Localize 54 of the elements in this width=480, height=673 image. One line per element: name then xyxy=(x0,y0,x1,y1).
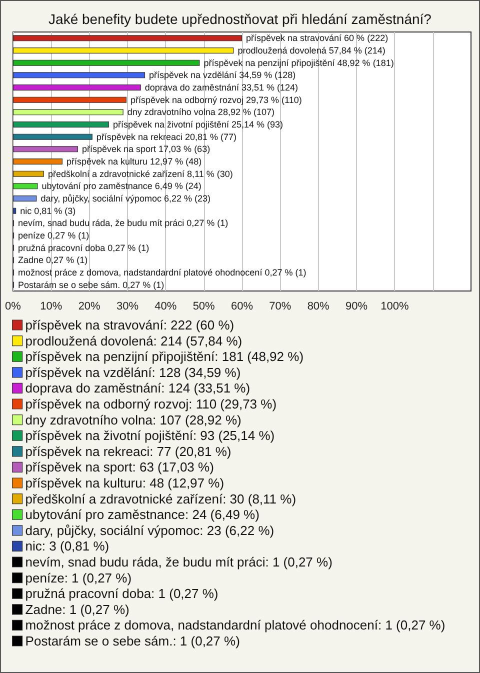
legend-label: příspěvek na životní pojištění: 93 (25,14 %) xyxy=(25,428,275,444)
data-label: předškolní a zdravotnické zařízení 8,11 % (30) xyxy=(48,168,233,179)
data-label: příspěvek na životní pojištění 25,14 % (93) xyxy=(112,120,284,130)
legend-label: příspěvek na vzdělání: 128 (34,59 %) xyxy=(25,364,241,380)
data-label: dary, půjčky, sociální výpomoc 6,22 % (23) xyxy=(40,194,210,204)
x-tick-label: 10% xyxy=(40,300,62,312)
legend-label: Zadne: 1 (0,27 %) xyxy=(25,602,130,617)
data-label: dny zdravotního volna 28,92 % (107) xyxy=(127,107,274,118)
chart-title: Jaké benefity budete upřednostňovat při hledání zaměstnání? xyxy=(48,11,432,27)
legend-label: možnost práce z domova, nadstandardní platové ohodnocení: 1 (0,27 %) xyxy=(25,618,446,633)
data-label: peníze 0,27 % (1) xyxy=(18,230,90,240)
data-label: nic 0,81 % (3) xyxy=(20,206,76,216)
data-label: možnost práce z domova, nadstandardní platové ohodnocení 0,27 % (1) xyxy=(18,268,306,278)
x-tick-label: 100% xyxy=(380,300,409,312)
data-label: příspěvek na stravování 60 % (222) xyxy=(246,33,388,44)
legend-label: příspěvek na odborný rozvoj: 110 (29,73 %) xyxy=(25,396,277,412)
data-label: ubytování pro zaměstnance 6,49 % (24) xyxy=(42,181,202,192)
legend-label: dary, půjčky, sociální výpomoc: 23 (6,22 %) xyxy=(25,522,274,538)
legend-label: příspěvek na penzijní připojištění: 181 (48,92 %) xyxy=(25,349,304,364)
data-label: Postarám se o sebe sám. 0,27 % (1) xyxy=(18,280,164,290)
data-label: prodloužená dovolená 57,84 % (214) xyxy=(238,46,386,56)
legend-label: příspěvek na stravování: 222 (60 %) xyxy=(25,318,234,332)
legend-label: ubytování pro zaměstnance: 24 (6,49 %) xyxy=(25,507,260,522)
legend-label: doprava do zaměstnání: 124 (33,51 %) xyxy=(25,380,250,396)
data-label: doprava do zaměstnání 33,51 % (124) xyxy=(144,82,298,92)
data-label: příspěvek na odborný rozvoj 29,73 % (110) xyxy=(130,94,302,105)
legend-label: Postarám se o sebe sám.: 1 (0,27 %) xyxy=(25,634,240,648)
data-label: příspěvek na vzdělání 34,59 % (128) xyxy=(149,70,296,80)
x-tick-label: 60% xyxy=(230,300,254,312)
data-label: nevím, snad budu ráda, že budu mít práci 0,27 % (1) xyxy=(18,218,228,228)
x-tick-label: 50% xyxy=(192,300,216,312)
data-label: pružná pracovní doba 0,27 % (1) xyxy=(18,242,150,253)
x-tick-label: 30% xyxy=(116,300,139,312)
legend-label: příspěvek na sport: 63 (17,03 %) xyxy=(25,460,214,475)
legend-label: příspěvek na rekreaci: 77 (20,81 %) xyxy=(25,444,232,459)
legend-label: nevím, snad budu ráda, že budu mít práci: 1 (0,27 %) xyxy=(25,554,332,570)
x-tick-label: 80% xyxy=(307,300,330,312)
legend-label: prodloužená dovolená: 214 (57,84 %) xyxy=(25,333,242,348)
legend-label: pružná pracovní doba: 1 (0,27 %) xyxy=(25,586,218,602)
legend-label: příspěvek na kulturu: 48 (12,97 %) xyxy=(25,476,224,490)
data-label: příspěvek na kulturu 12,97 % (48) xyxy=(66,156,202,166)
legend-label: dny zdravotního volna: 107 (28,92 %) xyxy=(25,412,242,428)
data-label: Zadne 0,27 % (1) xyxy=(18,255,88,266)
data-label: příspěvek na rekreaci 20,81 % (77) xyxy=(96,132,237,142)
data-label: příspěvek na sport 17,03 % (63) xyxy=(82,144,210,154)
legend-label: nic: 3 (0,81 %) xyxy=(25,538,110,554)
legend-label: peníze: 1 (0,27 %) xyxy=(25,570,132,586)
x-tick-label: 90% xyxy=(345,300,368,312)
x-tick-label: 40% xyxy=(154,300,177,312)
data-label: příspěvek na penzijní připojištění 48,92 % (181) xyxy=(204,58,394,68)
x-tick-label: 20% xyxy=(78,300,101,312)
x-tick-label: 70% xyxy=(269,300,292,312)
legend-label: předškolní a zdravotnické zařízení: 30 (8,11 %) xyxy=(25,491,296,506)
x-tick-label: 0% xyxy=(5,300,22,312)
